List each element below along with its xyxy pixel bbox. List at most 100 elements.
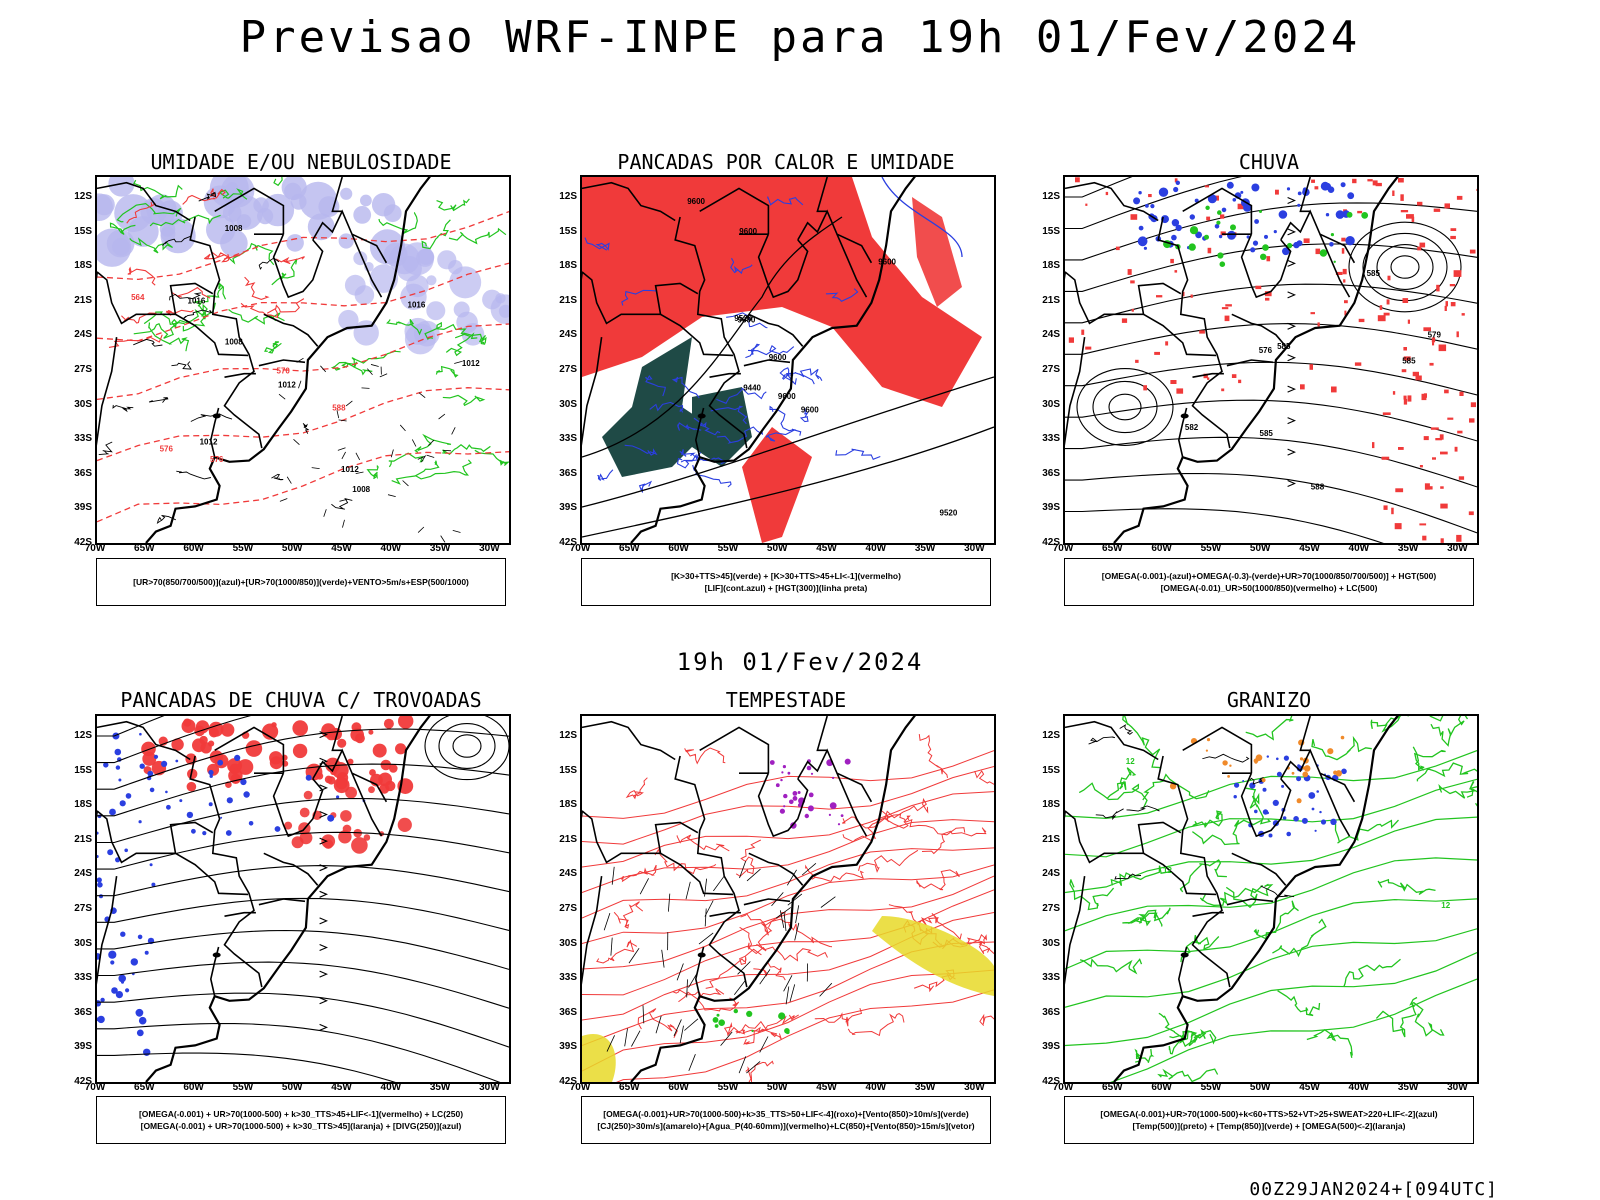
contour-label: 9520 [734, 314, 752, 323]
longitude-label: 65W [619, 1082, 640, 1093]
contour-label: 9600 [769, 353, 787, 362]
legend-line: [OMEGA(-0.001)+UR>70(1000-500)+k>35_TTS>… [603, 1109, 969, 1119]
latitude-label: 42S [74, 537, 92, 548]
longitude-label: 35W [429, 543, 451, 554]
panel-title: PANCADAS POR CALOR E UMIDADE [617, 150, 955, 174]
longitude-label: 45W [331, 1082, 352, 1093]
longitude-label: 30W [479, 1082, 500, 1093]
longitude-label: 40W [1348, 543, 1370, 554]
longitude-label: 55W [717, 1082, 739, 1093]
panel-title: TEMPESTADE [725, 688, 847, 712]
longitude-label: 70W [569, 543, 591, 554]
contour-label: 576 [160, 445, 174, 454]
panel-legend: [OMEGA(-0.001)+UR>70(1000-500)+k<60+TTS>… [1064, 1096, 1474, 1144]
latitude-label: 18S [559, 799, 577, 811]
contour-label: 9600 [878, 258, 896, 267]
contour-label: 585 [1367, 269, 1381, 278]
longitude-label: 40W [865, 1082, 887, 1093]
contour-label: 9600 [687, 197, 705, 206]
longitude-label: 40W [865, 543, 887, 554]
latitude-label: 12S [74, 191, 92, 202]
latitude-label: 39S [559, 502, 577, 514]
contour-label: 9600 [801, 406, 819, 415]
latitude-label: 24S [74, 329, 92, 341]
latitude-label: 27S [559, 903, 577, 914]
legend-line: [OMEGA(-0.001) + UR>70(1000-500) + k>30_… [138, 1109, 464, 1119]
contour-label: 579 [1428, 331, 1442, 340]
legend-line: [OMEGA(-0.001)-(azul)+OMEGA(-0.3)-(verde… [1101, 571, 1437, 581]
contour-label: 1008 [352, 485, 370, 494]
longitude-label: 35W [914, 1082, 936, 1093]
contour-label: 576 [1259, 346, 1273, 355]
longitude-label: 40W [1348, 1082, 1370, 1093]
longitude-label: 35W [914, 543, 936, 554]
contour-label: 588 [1311, 482, 1325, 491]
latitude-label: 36S [74, 467, 92, 479]
contour-label: 1012 [278, 380, 296, 389]
latitude-label: 18S [1042, 799, 1060, 811]
panel-legend: [OMEGA(-0.001)-(azul)+OMEGA(-0.3)-(verde… [1064, 558, 1474, 606]
panel-title: CHUVA [1238, 150, 1300, 174]
latitude-label: 15S [559, 225, 577, 237]
latitude-label: 36S [559, 467, 577, 479]
longitude-label: 65W [134, 1082, 155, 1093]
contour-label: 9520 [940, 509, 958, 518]
legend-line: [UR>70(850/700/500)](azul)+[UR>70(1000/8… [133, 577, 469, 587]
contour-label: 585 [1402, 357, 1416, 366]
contour-label: 12 [1441, 901, 1450, 910]
latitude-label: 24S [559, 868, 577, 880]
contour-label: 9440 [743, 383, 761, 392]
latitude-label: 21S [559, 833, 577, 845]
longitude-label: 60W [183, 1082, 204, 1093]
longitude-label: 55W [232, 543, 254, 554]
latitude-label: 30S [559, 937, 577, 949]
longitude-label: 65W [1102, 1082, 1123, 1093]
legend-line: [OMEGA(-0.001)+UR>70(1000-500)+k<60+TTS>… [1100, 1109, 1438, 1119]
panel-legend: [OMEGA(-0.001) + UR>70(1000-500) + k>30_… [96, 1096, 506, 1144]
longitude-label: 55W [717, 543, 739, 554]
forecast-map: 9600 9600 9600 9600 9600 9600 9520 9440 9520 9600 [580, 175, 996, 545]
forecast-map: 1008 1008 1012 1016 1016 1012 1012 1008 1012 576 5… [95, 175, 511, 545]
legend-line: [LIF](cont.azul) + [HGT(300)](linha pret… [704, 583, 868, 593]
contour-label: 576 [210, 455, 224, 464]
latitude-label: 27S [559, 364, 577, 375]
latitude-label: 42S [1042, 537, 1060, 548]
latitude-label: 21S [74, 833, 92, 845]
latitude-label: 24S [74, 868, 92, 880]
forecast-run-code: 00Z29JAN2024+[094UTC] [1249, 1179, 1498, 1200]
legend-line: [K>30+TTS>45](verde) + [K>30+TTS>45+LI<-… [671, 571, 901, 581]
contour-label: 12 [1163, 866, 1172, 875]
legend-line: [Temp(500)](preto) + [Temp(850)](verde) … [1132, 1121, 1406, 1131]
forecast-map [580, 714, 996, 1084]
latitude-label: 33S [74, 433, 92, 445]
latitude-label: 39S [74, 1041, 92, 1053]
longitude-label: 50W [766, 1082, 788, 1093]
latitude-label: 30S [74, 398, 92, 410]
longitude-label: 35W [1397, 543, 1419, 554]
legend-line: [OMEGA(-0.01)_UR>50(1000/850)(vermelho) … [1160, 583, 1378, 593]
longitude-label: 60W [1151, 1082, 1172, 1093]
contour-label: 582 [1185, 423, 1199, 432]
latitude-label: 36S [1042, 1006, 1060, 1018]
mid-title: 19h 01/Fev/2024 [676, 648, 924, 676]
forecast-map: 585 588 585 582 579 576 585 585 [1063, 175, 1479, 545]
longitude-label: 35W [429, 1082, 451, 1093]
panel-legend: [UR>70(850/700/500)](azul)+[UR>70(1000/8… [96, 558, 506, 606]
latitude-label: 15S [74, 764, 92, 776]
contour-label: 1008 [225, 338, 243, 347]
contour-label: 1012 [200, 438, 218, 447]
contour-label: 585 [1260, 429, 1274, 438]
longitude-label: 70W [1052, 543, 1074, 554]
longitude-label: 60W [183, 543, 204, 554]
contour-label: 570 [277, 366, 291, 375]
latitude-label: 21S [1042, 294, 1060, 306]
contour-label: 1012 [462, 359, 480, 368]
contour-label: 9600 [778, 392, 796, 401]
longitude-label: 70W [569, 1082, 591, 1093]
panel-title: UMIDADE E/OU NEBULOSIDADE [150, 150, 452, 174]
longitude-label: 55W [232, 1082, 254, 1093]
latitude-label: 30S [559, 398, 577, 410]
latitude-label: 36S [559, 1006, 577, 1018]
latitude-label: 33S [74, 972, 92, 984]
longitude-label: 40W [380, 1082, 402, 1093]
